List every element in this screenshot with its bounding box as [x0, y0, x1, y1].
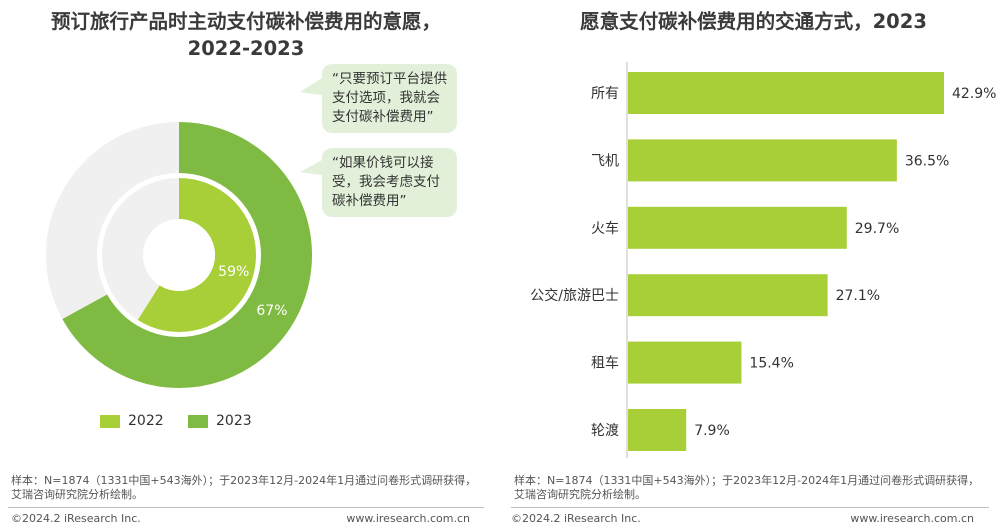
donut-ring-border-2023 — [44, 120, 314, 390]
legend-item-2022: 2022 — [100, 413, 164, 429]
legend-swatch-2022 — [100, 414, 120, 428]
bar-5 — [628, 409, 687, 451]
donut-remainder-2023 — [45, 121, 179, 320]
donut-slice-2022 — [137, 177, 257, 333]
right-panel: 愿意支付碳补偿费用的交通方式，2023 所有 42.9% 飞机 36.5% 火车 29.7… — [503, 0, 1004, 529]
value-label-1: 36.5% — [905, 153, 949, 169]
donut-title-line2: 2022-2023 — [187, 37, 305, 60]
bar-2 — [628, 206, 847, 249]
bar-chart-title: 愿意支付碳补偿费用的交通方式，2023 — [580, 10, 927, 33]
bubble-2-tail — [300, 160, 328, 176]
bar-1 — [628, 139, 897, 182]
copyright: ©2024.2 iResearch Inc. — [511, 512, 641, 525]
category-label-0: 所有 — [591, 86, 619, 102]
category-label-4: 租车 — [591, 355, 619, 372]
donut-label-2022: 59% — [218, 264, 249, 280]
sample-note: 样本：N=1874（1331中国+543海外）；于2023年12月-2024年1… — [11, 474, 477, 501]
sample-note: 样本：N=1874（1331中国+543海外）；于2023年12月-2024年1… — [514, 474, 980, 501]
donut-chart-title: 预订旅行产品时主动支付碳补偿费用的意愿， 2022-2023 — [0, 8, 492, 62]
quote-bubble-2: “如果价钱可以接受，我会考虑支付碳补偿费用” — [322, 148, 457, 217]
donut-remainder-2022 — [101, 177, 179, 321]
footer-divider — [511, 507, 989, 508]
donut-label-2023: 67% — [256, 303, 287, 319]
legend-item-2023: 2023 — [188, 413, 252, 429]
donut-title-line1: 预订旅行产品时主动支付碳补偿费用的意愿， — [50, 10, 441, 33]
category-label-3: 公交/旅游巴士 — [530, 287, 619, 304]
legend-label-2022: 2022 — [128, 413, 164, 429]
value-label-5: 7.9% — [694, 423, 730, 439]
bar-chart: 所有 42.9% 飞机 36.5% 火车 29.7% 公交/旅游巴士 27.1% 租车 15.4%… — [530, 62, 996, 458]
copyright: ©2024.2 iResearch Inc. — [11, 512, 141, 525]
legend-label-2023: 2023 — [216, 413, 252, 429]
value-label-4: 15.4% — [749, 356, 793, 372]
bubble-1-tail — [300, 78, 328, 96]
category-label-1: 飞机 — [591, 153, 619, 169]
donut-chart: 59% 67% — [44, 78, 328, 390]
bar-4 — [628, 341, 742, 384]
value-label-0: 42.9% — [952, 86, 996, 102]
quote-bubble-1: “只要预订平台提供支付选项，我就会支付碳补偿费用” — [322, 64, 457, 133]
left-panel: 预订旅行产品时主动支付碳补偿费用的意愿， 2022-2023 59% 67% “只… — [0, 0, 492, 529]
value-label-2: 29.7% — [855, 221, 899, 237]
legend-swatch-2023 — [188, 414, 208, 428]
website: www.iresearch.com.cn — [346, 512, 470, 525]
donut-hole — [143, 219, 215, 291]
bar-3 — [628, 274, 828, 317]
category-label-2: 火车 — [591, 220, 619, 237]
value-label-3: 27.1% — [836, 288, 880, 304]
footer-divider — [8, 507, 484, 508]
donut-ring-border-2022 — [100, 176, 258, 334]
website: www.iresearch.com.cn — [850, 512, 974, 525]
category-label-5: 轮渡 — [591, 423, 619, 439]
bar-0 — [628, 72, 944, 114]
donut-slice-2023 — [61, 121, 314, 389]
